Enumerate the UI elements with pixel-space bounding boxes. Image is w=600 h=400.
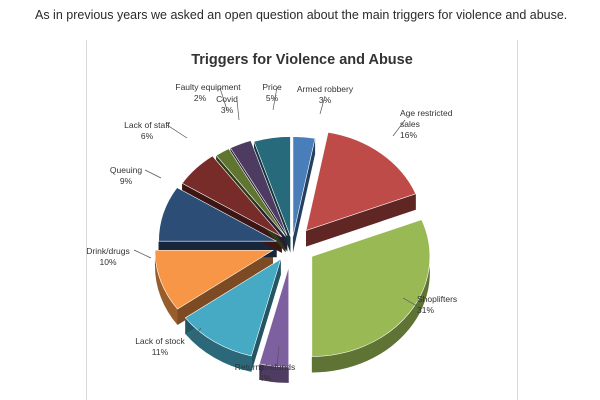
leader-line [402, 297, 418, 307]
leader-line [219, 87, 228, 111]
chart-title: Triggers for Violence and Abuse [191, 52, 413, 68]
leader-line [191, 327, 202, 341]
pie-slice-age-restricted-sales [305, 132, 417, 232]
pie-chart: Armed robbery 3% Age restricted sales 16% Sho… [87, 82, 457, 383]
leader-line [236, 99, 240, 121]
pie-slice-lack-of-stock [184, 258, 282, 357]
leader-line [392, 119, 406, 137]
leader-line [272, 86, 278, 111]
slice-label: Price 5% [262, 82, 282, 103]
slice-label: Covid 3% [216, 94, 238, 115]
pie-slice-armed-robbery [292, 136, 316, 237]
leader-line [144, 169, 162, 179]
leader-line [276, 345, 280, 367]
slice-label: Age restricted sales 16% [400, 108, 453, 140]
pie-slice-faulty-equipment [215, 148, 286, 237]
slice-label: Lack of staff 6% [124, 120, 170, 141]
pie-slice-drink-drugs [154, 249, 275, 310]
pie-slice-queuing [158, 187, 277, 242]
slice-label: Armed robbery 3% [297, 84, 354, 105]
slice-label: Faulty equipment 2% [175, 82, 241, 103]
leader-line [319, 95, 326, 115]
leader-line [166, 124, 188, 139]
slice-label: Queuing 9% [110, 165, 142, 186]
intro-text: As in previous years we asked an open qu… [35, 8, 568, 22]
pie-slice-covid [229, 140, 288, 236]
leader-line [133, 249, 152, 259]
slice-label: Lack of stock 11% [135, 336, 185, 357]
chart-panel: Triggers for Violence and Abuse Armed ro… [86, 40, 518, 400]
pie-slice-returns-refunds [259, 266, 290, 368]
slice-label: Drink/drugs 10% [87, 246, 130, 267]
slice-label: Returns/refunds 4% [235, 362, 295, 383]
pie-slice-shoplifters [311, 219, 431, 357]
slice-label: Shoplifters 31% [417, 294, 457, 315]
pie-slice-lack-of-staff [181, 155, 283, 238]
pie-slice-price [253, 136, 291, 237]
